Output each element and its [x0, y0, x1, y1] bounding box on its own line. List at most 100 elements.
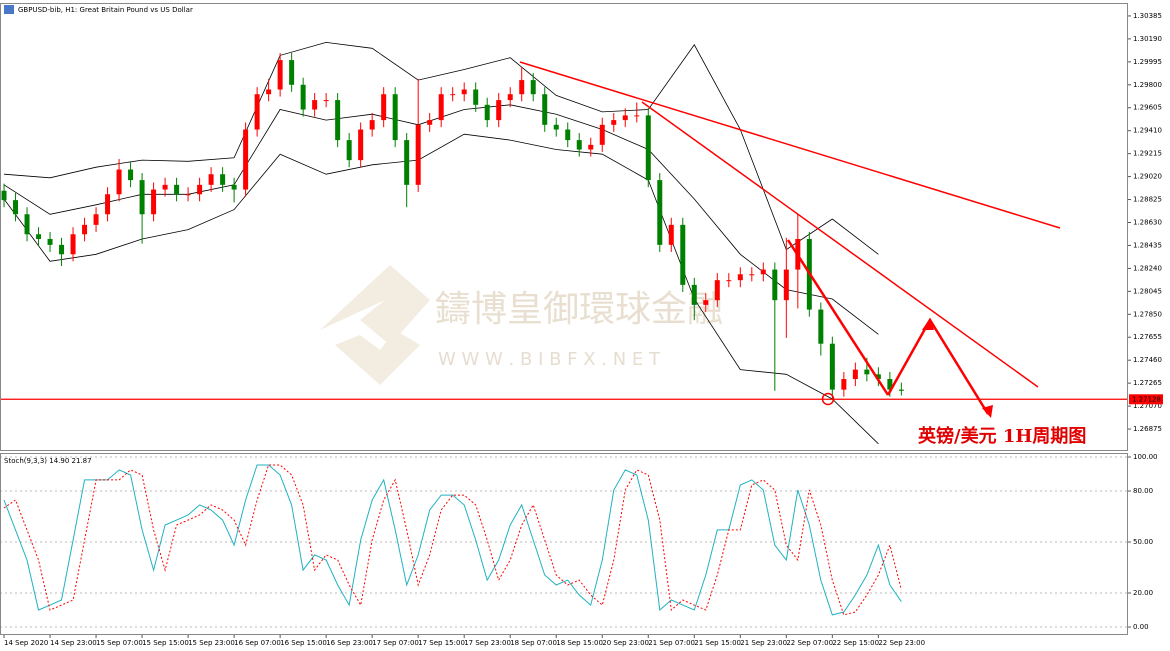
- y-tick-label: 1.29800: [1133, 81, 1162, 89]
- candle-body: [530, 80, 536, 95]
- x-tick-label: 20 Sep 23:00: [602, 639, 649, 647]
- candle-body: [450, 94, 456, 96]
- candle-body: [323, 100, 329, 102]
- y-tick-label: 1.28045: [1133, 287, 1162, 295]
- y-tick-label: 1.29995: [1133, 58, 1162, 66]
- candle-body: [335, 100, 341, 141]
- candle-body: [427, 120, 433, 125]
- y-tick-label: 1.28630: [1133, 218, 1162, 226]
- candle-body: [346, 140, 352, 161]
- candle-body: [392, 94, 398, 141]
- candle-body: [484, 104, 490, 121]
- x-tick-label: 14 Sep 23:00: [50, 639, 97, 647]
- candle-body: [231, 184, 237, 190]
- candle-body: [208, 174, 214, 185]
- y-tick-label: 1.27655: [1133, 333, 1162, 341]
- x-tick-label: 17 Sep 07:00: [372, 639, 419, 647]
- y-tick-label: 1.29020: [1133, 173, 1162, 181]
- line: [3, 41, 879, 255]
- stoch-title: Stoch(9,3,3) 14.90 21.87: [4, 457, 92, 465]
- candle-body: [703, 300, 709, 305]
- x-tick-label: 16 Sep 07:00: [234, 639, 281, 647]
- watermark-url: W W W . B I B F X . N E T: [438, 349, 661, 370]
- candle-body: [588, 144, 594, 150]
- candle-body: [151, 189, 157, 215]
- candle-body: [70, 234, 76, 255]
- candle-body: [519, 80, 525, 95]
- candle-body: [381, 94, 387, 121]
- candle-body: [116, 169, 122, 195]
- candle-body: [162, 184, 168, 190]
- candle-body: [645, 115, 651, 181]
- candle-body: [289, 60, 295, 85]
- price-label-box: [1129, 394, 1163, 405]
- candle-body: [105, 194, 111, 215]
- x-tick-label: 15 Sep 15:00: [142, 639, 189, 647]
- candle-body: [783, 269, 789, 301]
- y-tick-label: 1.29410: [1133, 127, 1162, 135]
- y-tick-label: 1.30190: [1133, 35, 1162, 43]
- candle-body: [82, 224, 88, 235]
- x-tick-label: 22 Sep 15:00: [832, 639, 879, 647]
- candle-body: [841, 379, 847, 390]
- x-tick-label: 22 Sep 23:00: [878, 639, 925, 647]
- price-label: 1.27128: [1132, 395, 1161, 403]
- y-tick-label: 1.29605: [1133, 104, 1162, 112]
- candle-body: [496, 100, 502, 121]
- main-frame: [0, 3, 1128, 451]
- candle-body: [864, 369, 870, 375]
- line: [3, 464, 902, 616]
- y-tick-label: 50.00: [1133, 538, 1153, 546]
- x-tick-label: 16 Sep 15:00: [280, 639, 327, 647]
- candle-body: [13, 200, 19, 215]
- candle-body: [691, 284, 697, 305]
- x-tick-label: 15 Sep 23:00: [188, 639, 235, 647]
- candle-body: [197, 184, 203, 195]
- candle-body: [818, 309, 824, 344]
- trend-line: [786, 239, 890, 396]
- x-tick-label: 18 Sep 15:00: [556, 639, 603, 647]
- plot: [0, 15, 1131, 628]
- arrow-head: [982, 405, 993, 418]
- candle-body: [852, 369, 858, 380]
- candle-body: [24, 214, 30, 235]
- y-tick-label: 1.27460: [1133, 356, 1162, 364]
- candle-body: [128, 169, 134, 181]
- candle-body: [772, 269, 778, 301]
- candle-body: [668, 224, 674, 245]
- candle-body: [749, 274, 755, 276]
- chart-icon: [4, 5, 14, 14]
- candle-body: [47, 238, 53, 245]
- candle-body: [174, 184, 180, 195]
- candle-body: [59, 244, 65, 255]
- candle-body: [875, 374, 881, 380]
- y-tick-label: 1.30385: [1133, 12, 1162, 20]
- candle-body: [507, 94, 513, 101]
- y-tick-label: 1.27070: [1133, 402, 1162, 410]
- candle-body: [737, 274, 743, 281]
- candle-body: [358, 129, 364, 161]
- candle-body: [438, 94, 444, 121]
- candle-body: [139, 180, 145, 215]
- candle-body: [461, 89, 467, 95]
- y-tick-label: 0.00: [1133, 623, 1149, 631]
- trend-line: [641, 101, 1039, 388]
- candle-body: [243, 129, 249, 190]
- y-tick-label: 100.00: [1133, 453, 1158, 461]
- candle-body: [887, 379, 893, 390]
- y-tick-label: 1.28435: [1133, 241, 1162, 249]
- y-tick-label: 1.28240: [1133, 264, 1162, 272]
- y-tick-label: 1.29215: [1133, 150, 1162, 158]
- candle-body: [542, 94, 548, 125]
- candle-body: [898, 389, 904, 391]
- candle-body: [312, 100, 318, 110]
- candle-body: [404, 140, 410, 185]
- candle-body: [657, 180, 663, 245]
- watermark-text: 鑄博皇御環球金融: [435, 289, 723, 330]
- y-tick-label: 1.27850: [1133, 310, 1162, 318]
- y-tick-label: 80.00: [1133, 487, 1153, 495]
- candle-body: [634, 115, 640, 117]
- candle-body: [277, 60, 283, 90]
- candle-body: [714, 280, 720, 301]
